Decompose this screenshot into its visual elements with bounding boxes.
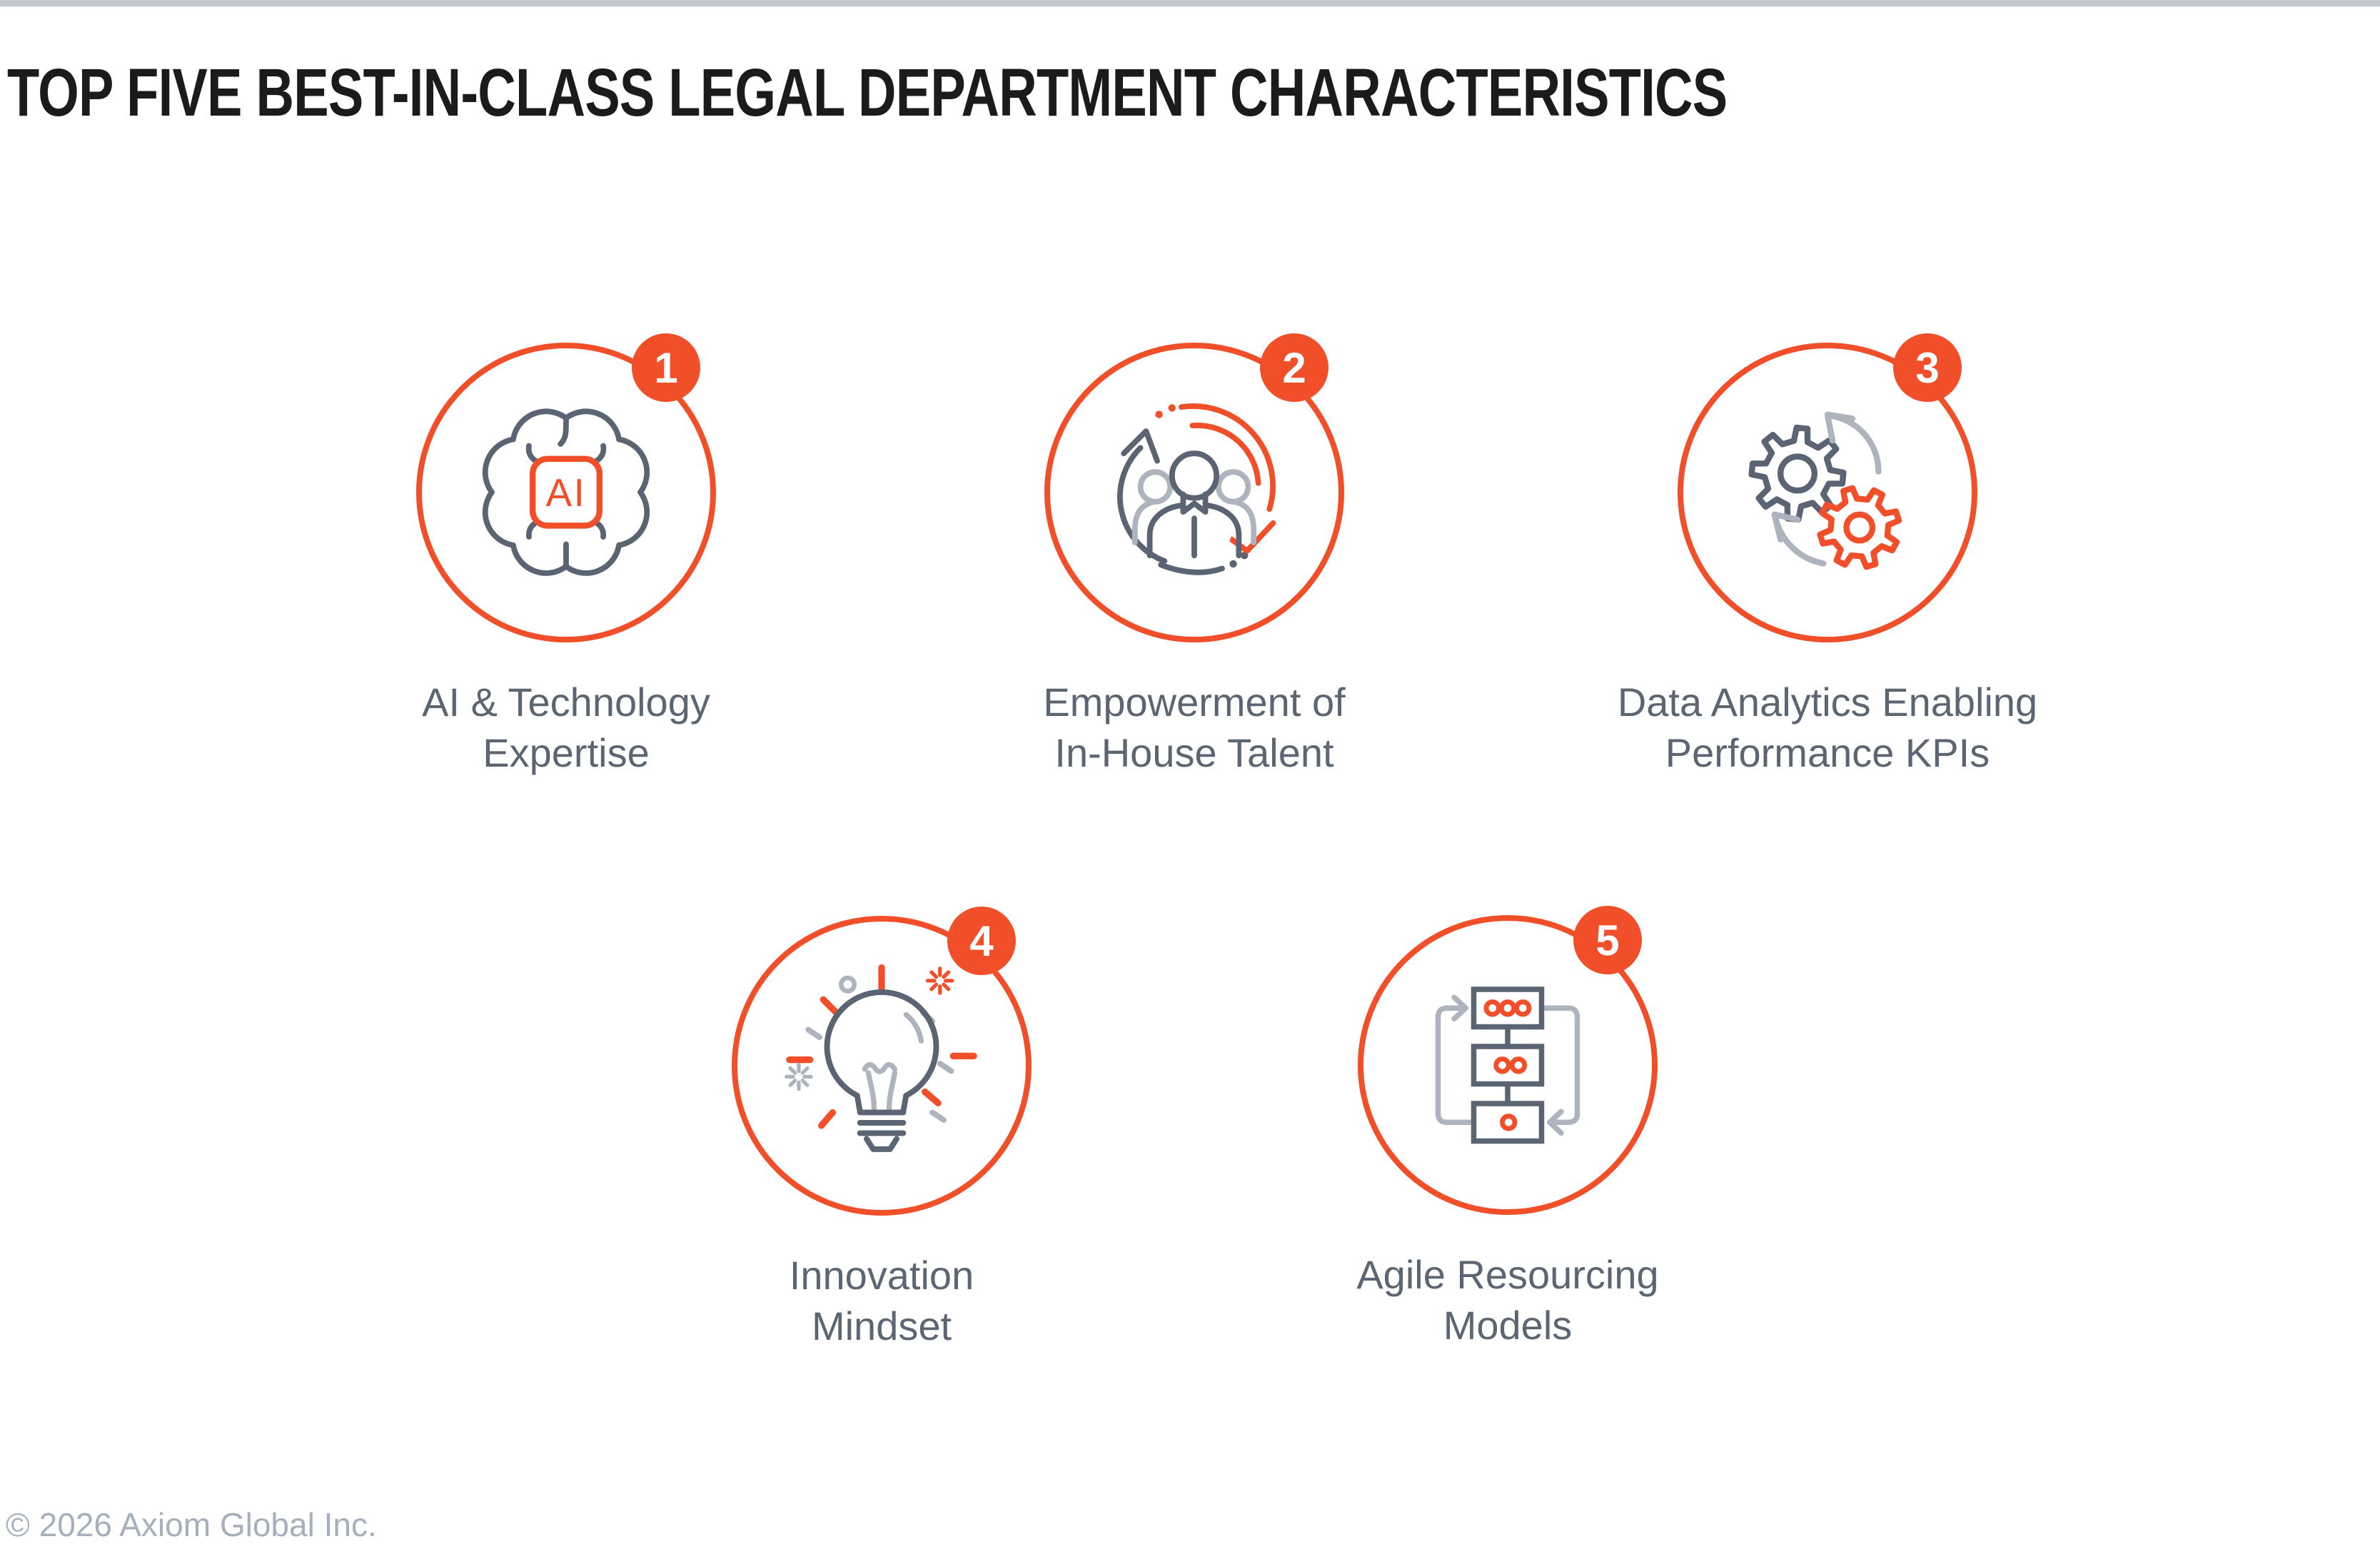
sparkle-orange-icon: [928, 969, 952, 993]
item-label: Empowerment of In-House Talent: [923, 677, 1466, 778]
gears-sync-icon: [1728, 388, 1927, 587]
item-circle: AI 1: [416, 343, 716, 642]
infographic-item-empowerment: 2 Empowerment of In-House Talent: [1044, 343, 1344, 885]
brain-ai-chip-icon: AI: [473, 398, 659, 583]
item-label: Agile Resourcing Models: [1236, 1249, 1779, 1351]
item-number-badge: 4: [947, 907, 1016, 975]
item-number-badge: 5: [1573, 906, 1642, 974]
item-circle: 2: [1044, 343, 1344, 642]
item-number-badge: 1: [632, 333, 700, 402]
item-circle: 3: [1678, 343, 1977, 642]
top-accent-bar: [0, 0, 2380, 6]
flowchart-loop-icon: [1418, 964, 1597, 1143]
infographic-item-ai-technology: AI 1 AI & Technology Expertise: [416, 343, 716, 885]
copyright-text: © 2026 Axiom Global Inc.: [6, 1505, 377, 1544]
infographic-item-data-analytics: 3 Data Analytics Enabling Performance KP…: [1678, 343, 1977, 885]
page-title: TOP FIVE BEST-IN-CLASS LEGAL DEPARTMENT …: [7, 54, 1727, 132]
item-label: Innovation Mindset: [610, 1250, 1153, 1351]
ai-chip-text: AI: [546, 471, 587, 515]
item-number-badge: 2: [1260, 333, 1328, 402]
item-number-badge: 3: [1893, 333, 1962, 402]
item-label: Data Analytics Enabling Performance KPIs: [1556, 677, 2099, 778]
people-cycle-icon: [1101, 394, 1287, 580]
item-circle: 4: [732, 916, 1032, 1216]
lightbulb-icon: [778, 954, 985, 1161]
infographic-item-agile-resourcing: 5 Agile Resourcing Models: [1358, 915, 1658, 1458]
item-circle: 5: [1358, 915, 1658, 1215]
sparkle-gray-icon: [787, 1064, 811, 1089]
infographic-item-innovation: 4 Innovation Mindset: [732, 916, 1032, 1458]
item-label: AI & Technology Expertise: [295, 677, 837, 778]
